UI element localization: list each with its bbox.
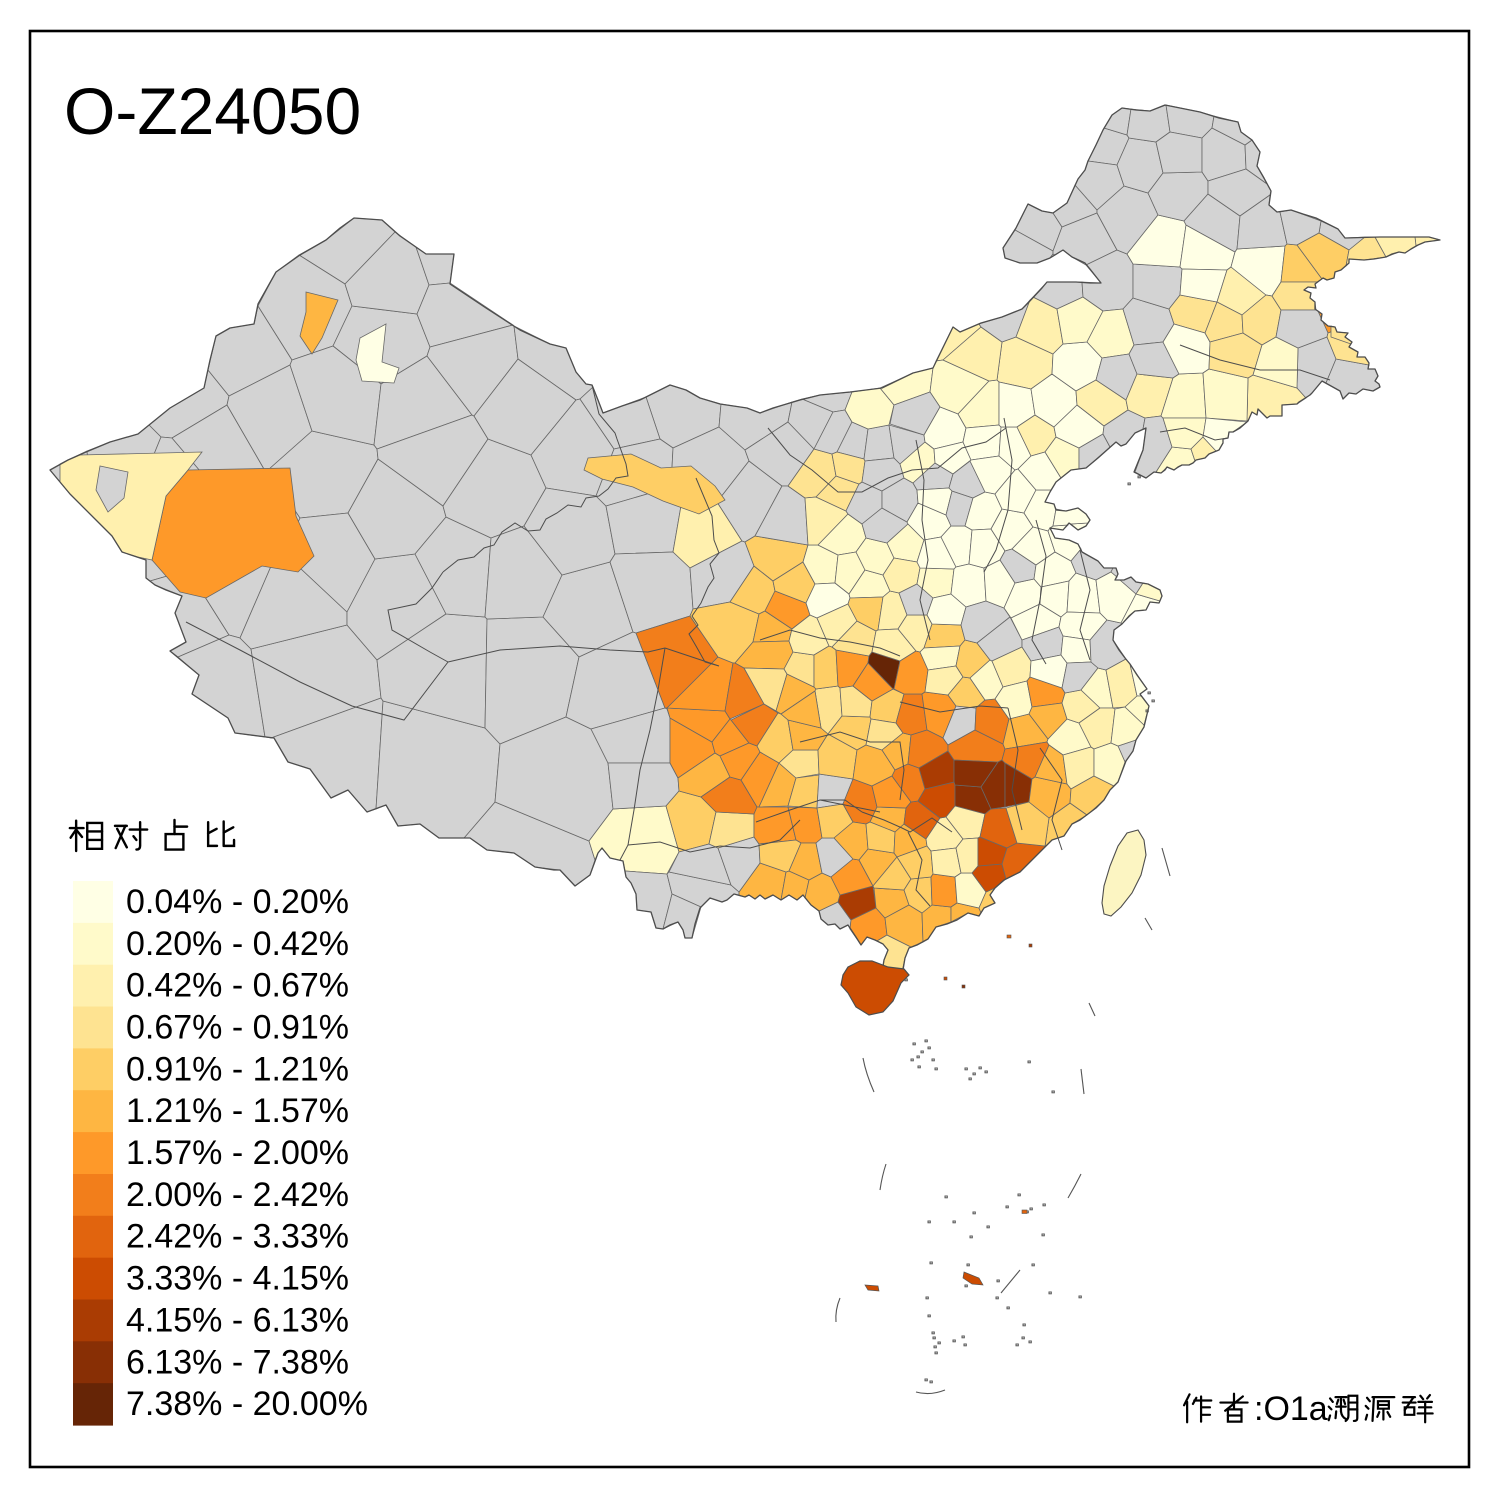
svg-text:2.42% - 3.33%: 2.42% - 3.33% bbox=[126, 1218, 349, 1256]
svg-text:O-Z24050: O-Z24050 bbox=[64, 74, 361, 148]
svg-text:3.33% - 4.15%: 3.33% - 4.15% bbox=[126, 1260, 349, 1298]
svg-text:0.91% - 1.21%: 0.91% - 1.21% bbox=[126, 1050, 349, 1088]
svg-text:0.04% - 0.20%: 0.04% - 0.20% bbox=[126, 883, 349, 921]
svg-text:1.57% - 2.00%: 1.57% - 2.00% bbox=[126, 1134, 349, 1172]
svg-text:4.15% - 6.13%: 4.15% - 6.13% bbox=[126, 1301, 349, 1339]
svg-text:0.20% - 0.42%: 0.20% - 0.42% bbox=[126, 925, 349, 963]
svg-text:0.67% - 0.91%: 0.67% - 0.91% bbox=[126, 1009, 349, 1047]
svg-text:6.13% - 7.38%: 6.13% - 7.38% bbox=[126, 1343, 349, 1381]
svg-text:1.21% - 1.57%: 1.21% - 1.57% bbox=[126, 1092, 349, 1130]
svg-text:2.00% - 2.42%: 2.00% - 2.42% bbox=[126, 1176, 349, 1214]
svg-text::O1a: :O1a bbox=[1254, 1390, 1328, 1428]
svg-text:0.42% - 0.67%: 0.42% - 0.67% bbox=[126, 967, 349, 1005]
svg-text:7.38% - 20.00%: 7.38% - 20.00% bbox=[126, 1385, 368, 1423]
